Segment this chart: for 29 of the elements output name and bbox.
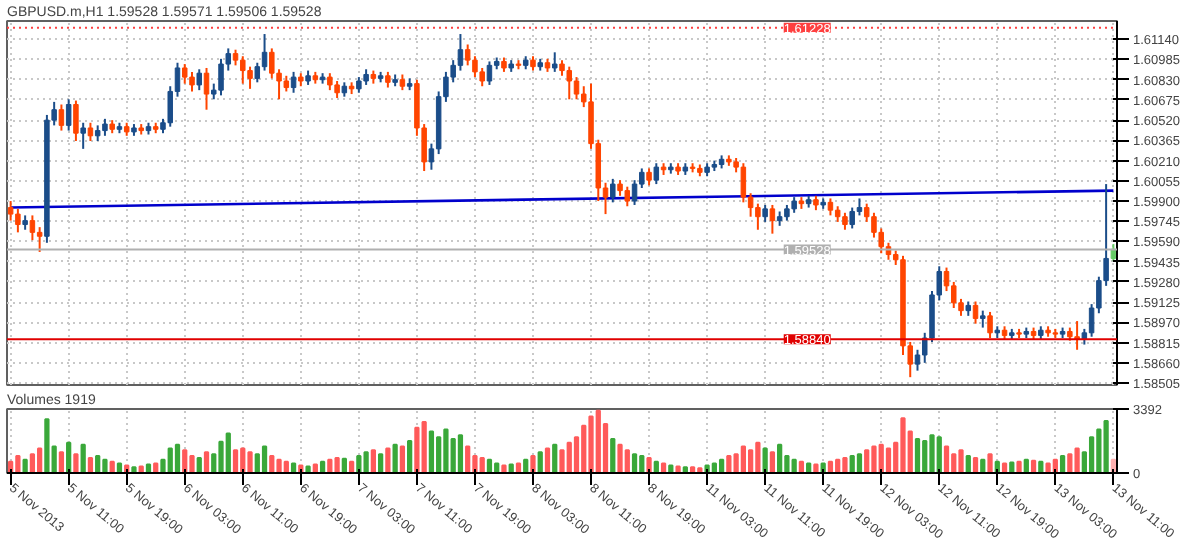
candlestick <box>849 206 855 230</box>
candlestick <box>552 51 558 73</box>
candlestick <box>972 300 979 325</box>
candlestick <box>566 65 572 101</box>
candlestick <box>73 99 79 143</box>
candlestick <box>624 185 631 208</box>
candlestick <box>631 179 638 206</box>
candlestick <box>740 162 747 204</box>
candlestick <box>573 76 580 101</box>
candlestick <box>987 310 993 340</box>
candlestick <box>610 177 616 204</box>
candlestick <box>182 63 188 85</box>
candlestick <box>457 33 464 72</box>
candlestick <box>29 214 36 242</box>
candlestick <box>653 162 660 186</box>
candlestick <box>189 70 195 93</box>
candlestick <box>80 121 86 150</box>
candlestick <box>290 70 297 94</box>
candlestick <box>36 226 43 253</box>
candlestick <box>203 66 210 111</box>
candlestick <box>261 33 268 72</box>
candlestick <box>58 103 65 132</box>
candlestick <box>769 203 776 235</box>
candlestick <box>196 68 202 92</box>
candlestick <box>15 207 21 234</box>
candlestick <box>486 60 493 86</box>
candlestick <box>65 98 72 132</box>
candlestick <box>87 121 94 143</box>
candlestick <box>240 55 246 85</box>
